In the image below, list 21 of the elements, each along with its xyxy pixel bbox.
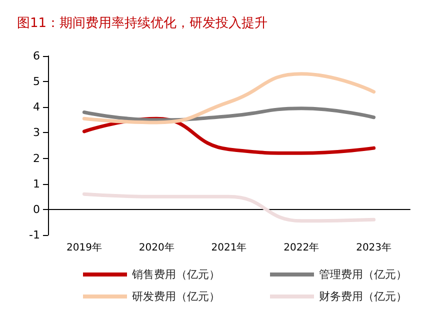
line-series	[82, 106, 376, 122]
legend-label: 销售费用（亿元）	[131, 268, 220, 281]
y-tick-label: 4	[33, 100, 40, 114]
x-tick-label: 2020年	[138, 242, 174, 254]
x-tick-label: 2023年	[356, 242, 392, 254]
chart-title: 图11：期间费用率持续优化，研发投入提升	[17, 15, 268, 31]
x-tick-label: 2021年	[211, 242, 247, 254]
legend-label: 管理费用（亿元）	[319, 268, 407, 281]
y-tick-label: 5	[33, 75, 40, 88]
x-tick-label: 2022年	[284, 242, 320, 254]
y-tick-label: 6	[33, 50, 40, 62]
line-series	[82, 192, 376, 223]
y-tick-label: 0	[33, 202, 40, 216]
y-tick-label: 1	[33, 177, 40, 190]
y-tick-label: 3	[33, 126, 40, 140]
y-tick-label: 2	[33, 152, 40, 165]
legend-label: 研发费用（亿元）	[132, 290, 220, 303]
line-series	[82, 72, 376, 124]
legend-label: 财务费用（亿元）	[319, 290, 407, 303]
x-tick-label: 2019年	[66, 242, 102, 254]
y-tick-label: -1	[29, 228, 40, 242]
